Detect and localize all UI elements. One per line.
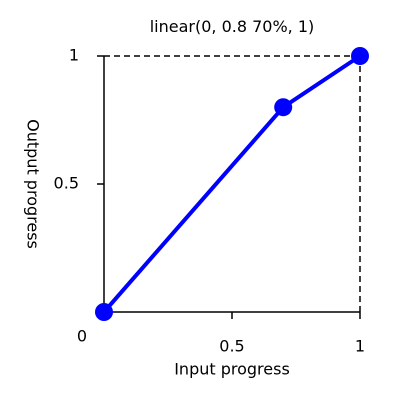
series-layer [102, 54, 362, 314]
x-tick-label: 1 [355, 337, 365, 356]
y-tick-label: 1 [69, 46, 79, 65]
easing-curve-line [102, 54, 362, 314]
origin-tick-label: 0 [77, 327, 87, 346]
chart-title: linear(0, 0.8 70%, 1) [150, 17, 315, 36]
data-point [351, 47, 369, 65]
y-tick-label: 0.5 [54, 174, 79, 193]
data-point [95, 303, 113, 321]
x-axis-label: Input progress [174, 360, 290, 379]
reference-lines [104, 55, 361, 312]
ticks: 0.5 1 0.5 1 [54, 46, 366, 356]
y-axis-label: Output progress [24, 119, 43, 249]
points-layer [95, 47, 369, 321]
x-tick-label: 0.5 [219, 337, 244, 356]
axes [103, 56, 360, 313]
data-point [274, 98, 293, 117]
